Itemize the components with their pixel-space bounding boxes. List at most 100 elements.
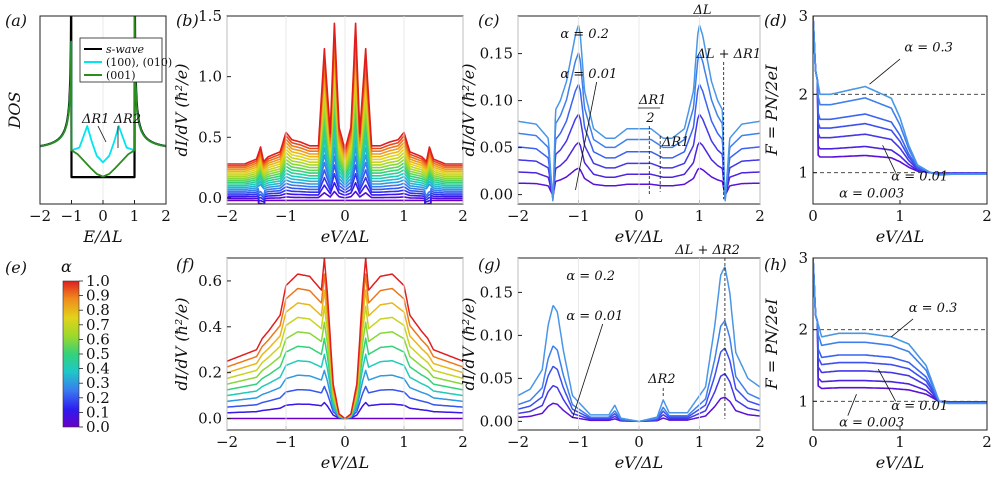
ytick-label: 0.15 <box>480 283 513 301</box>
y-axis-label: dI/dV (ħ²/e) <box>172 64 191 157</box>
x-axis-label: eV/ΔL <box>876 453 925 472</box>
annotation-alpha-001: α = 0.01 <box>891 170 948 185</box>
ytick-label: 1.5 <box>198 7 222 25</box>
annotation-arrow <box>877 368 897 402</box>
xtick-label: 1 <box>895 433 905 451</box>
colorbar: (e) α 1.00.90.80.70.60.50.40.30.20.10.0 <box>5 257 110 436</box>
x-axis-label: eV/ΔL <box>615 227 664 246</box>
panel-label-g: (g) <box>478 255 501 274</box>
curve-alpha-0.2 <box>813 16 987 176</box>
legend: s-wave(100), (010)(001) <box>79 37 172 83</box>
x-axis-label: E/ΔL <box>82 227 122 246</box>
xtick-label: 1 <box>895 207 905 225</box>
ytick-label: 1.0 <box>198 68 222 86</box>
xtick-label: 2 <box>982 433 992 451</box>
ytick-label: 2 <box>798 321 808 339</box>
colorbar-tick-label: 0.0 <box>86 418 110 436</box>
xtick-label: −1 <box>275 433 297 451</box>
ytick-label: 0.0 <box>198 410 222 428</box>
panel-c: (c) −2 −1 0 1 2 0.00 0.05 0.10 0.15 eV/ΔL dI/dV (ħ²… <box>459 3 765 246</box>
curve-family <box>813 16 987 176</box>
panel-h: (h) 0 1 2 1 2 3 eV/ΔL F = PN/2eI α = 0.3 α = 0.01α… <box>762 249 992 472</box>
annotation-alpha-0003: α = 0.003 <box>839 187 904 202</box>
colorbar-tick-label: 0.8 <box>86 301 110 319</box>
dos-series-001 <box>40 16 166 178</box>
x-axis-label: eV/ΔL <box>615 453 664 472</box>
ytick-label: 0.05 <box>480 139 513 157</box>
panel-label-f: (f) <box>176 255 194 274</box>
xtick-label: −1 <box>567 433 589 451</box>
annotation-arrow <box>869 58 901 85</box>
annotation-alpha-001: α = 0.01 <box>891 399 948 414</box>
annotation-alpha-0003: α = 0.003 <box>839 415 904 430</box>
panel-d: (d) 0 1 2 1 2 3 eV/ΔL F = PN/2eI α = 0.3 α = 0.01 α… <box>762 7 992 246</box>
x-axis-label: eV/ΔL <box>321 453 370 472</box>
annotation-alpha-001: α = 0.01 <box>566 309 623 324</box>
ytick-label: 3 <box>798 7 808 25</box>
ytick-label: 0.0 <box>198 189 222 207</box>
colorbar-tick-label: 0.9 <box>86 287 110 305</box>
legend-entry: s-wave <box>106 43 145 56</box>
legend-entry: (001) <box>106 69 136 82</box>
xtick-label: −1 <box>60 207 82 225</box>
xtick-label: 1 <box>695 433 705 451</box>
ytick-label: 0.5 <box>198 128 222 146</box>
legend-entry: (100), (010) <box>106 56 172 69</box>
colorbar-tick-label: 0.3 <box>86 374 110 392</box>
annotation-alpha-02: α = 0.2 <box>560 27 609 42</box>
panel-b: (b) −2 −1 0 1 2 0.0 0.5 1.0 1.5 eV/ΔL dI/dV (ħ²/e) <box>172 7 468 246</box>
ytick-label: 0.6 <box>198 272 222 290</box>
y-axis-label: F = PN/2eI <box>762 298 781 390</box>
y-axis-label: F = PN/2eI <box>762 64 781 156</box>
annotation-delta-r2: ΔR2 <box>647 372 675 387</box>
ytick-label: 1 <box>798 392 808 410</box>
annotation-delta-r1: ΔR1 <box>661 135 689 150</box>
xtick-label: 1 <box>399 207 409 225</box>
curve-alpha-0.03 <box>813 16 987 175</box>
xtick-label: 0 <box>634 433 644 451</box>
ytick-label: 0.10 <box>480 92 513 110</box>
annotation-two: 2 <box>645 111 654 126</box>
annotation-alpha-001: α = 0.01 <box>560 67 617 82</box>
colorbar-tick-label: 0.7 <box>86 316 110 334</box>
curve-alpha-0.3 <box>813 258 987 405</box>
panel-a: (a) −2 −1 0 1 2 E/ΔL DOS s-wave(100), (010)(001)… <box>5 11 172 246</box>
xtick-label: −1 <box>275 207 297 225</box>
ytick-label: 0.00 <box>480 412 513 430</box>
annotation-arrow <box>891 318 914 338</box>
xtick-label: 1 <box>695 207 705 225</box>
ytick-label: 2 <box>798 85 808 103</box>
panel-label-b: (b) <box>176 11 199 30</box>
ytick-label: 0.05 <box>480 369 513 387</box>
xtick-label: −2 <box>507 433 529 451</box>
ytick-label: 0.10 <box>480 326 513 344</box>
annotation-arrow <box>847 394 857 416</box>
annotation-delta-l: ΔL <box>692 3 711 18</box>
annotation-arrow <box>97 125 107 143</box>
annotation-arrow <box>575 81 598 190</box>
xtick-label: 0 <box>808 433 818 451</box>
curve-alpha-0.2 <box>813 258 987 405</box>
xtick-label: 0 <box>340 433 350 451</box>
xtick-label: 2 <box>458 207 468 225</box>
xtick-label: 1 <box>130 207 140 225</box>
annotation-delta-l-plus-r2: ΔL + ΔR2 <box>674 243 740 258</box>
panel-label-d: (d) <box>764 11 787 30</box>
curve-family <box>813 258 987 405</box>
ytick-label: 0.4 <box>198 318 222 336</box>
colorbar-title: α <box>61 257 72 276</box>
annotation-alpha-03: α = 0.3 <box>909 301 958 316</box>
xtick-label: 1 <box>399 433 409 451</box>
panel-f: (f) −2 −1 0 1 2 0.0 0.2 0.4 0.6 eV/ΔL dI/dV (ħ²/e) <box>172 255 468 472</box>
colorbar-tick-label: 0.6 <box>86 330 110 348</box>
panel-g: (g) −2 −1 0 1 2 0.00 0.05 0.10 0.15 eV/ΔL dI/dV (ħ²… <box>459 243 765 472</box>
curve-alpha-0.3 <box>813 16 987 176</box>
panel-label-e: (e) <box>5 258 27 277</box>
panel-label-h: (h) <box>764 255 787 274</box>
colorbar-gradient <box>62 280 80 428</box>
annotation-arrow <box>572 323 604 419</box>
xtick-label: −2 <box>216 433 238 451</box>
xtick-label: 0 <box>808 207 818 225</box>
xtick-label: 2 <box>982 207 992 225</box>
colorbar-tick-label: 0.2 <box>86 389 110 407</box>
